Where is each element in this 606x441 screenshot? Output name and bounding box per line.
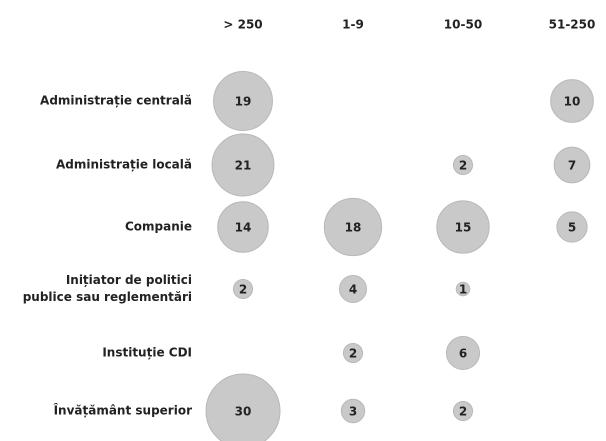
- bubble: [232, 278, 254, 300]
- bubble: [550, 79, 594, 123]
- column-header: 1-9: [342, 18, 364, 32]
- value-label: 5: [568, 221, 576, 235]
- value-label: 2: [459, 405, 467, 419]
- bubble: [217, 201, 269, 253]
- bubble: [445, 335, 481, 371]
- row-label: Administrație centrală: [40, 93, 192, 108]
- bubble: [452, 154, 474, 176]
- value-label: 21: [235, 159, 252, 173]
- bubble: [205, 373, 281, 441]
- bubble: [556, 211, 588, 243]
- bubble: [455, 281, 471, 297]
- bubble: [338, 274, 368, 304]
- value-label: 2: [349, 347, 357, 361]
- value-label: 1: [459, 283, 467, 297]
- value-label: 2: [239, 283, 247, 297]
- value-label: 19: [235, 95, 252, 109]
- row-label: Companie: [124, 219, 192, 234]
- value-label: 15: [455, 221, 472, 235]
- bubble: [452, 400, 474, 422]
- bubble: [553, 146, 591, 184]
- row-label: Administrație locală: [56, 157, 192, 172]
- bubble: [211, 133, 275, 197]
- value-label: 2: [459, 159, 467, 173]
- row-label: Învățământ superior: [53, 403, 192, 418]
- row-label: Instituție CDI: [102, 345, 192, 360]
- value-label: 6: [459, 347, 467, 361]
- bubble: [323, 197, 383, 257]
- column-header: 10-50: [444, 18, 482, 32]
- value-label: 3: [349, 405, 357, 419]
- value-label: 14: [235, 221, 252, 235]
- column-header: 51-250: [549, 18, 596, 32]
- value-label: 7: [568, 159, 576, 173]
- value-label: 30: [235, 405, 252, 419]
- column-header: > 250: [223, 18, 262, 32]
- bubble: [213, 71, 273, 131]
- bubble: [342, 342, 364, 364]
- value-label: 4: [349, 283, 357, 297]
- bubble: [436, 200, 490, 254]
- value-label: 18: [345, 221, 362, 235]
- bubble: [340, 398, 366, 424]
- value-label: 10: [564, 95, 581, 109]
- row-label: Inițiator de politici publice sau reglem…: [22, 273, 192, 304]
